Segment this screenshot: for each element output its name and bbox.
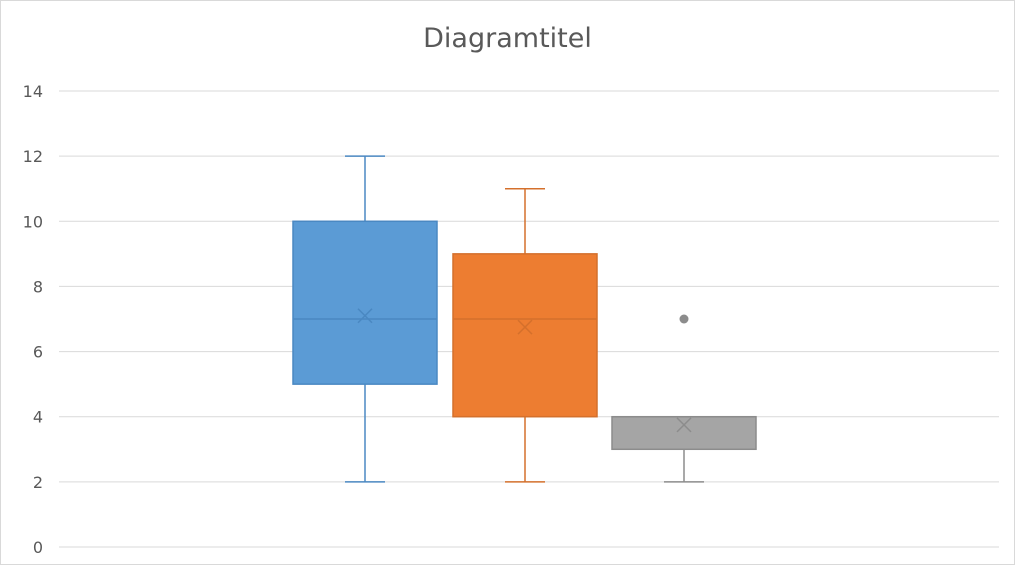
box-series-2: [452, 187, 598, 483]
iqr-box: [611, 415, 757, 451]
y-tick-label-12: 12: [23, 147, 43, 166]
mean-marker-b: [357, 308, 373, 324]
y-tick-label-2: 2: [33, 473, 43, 492]
y-tick-label-8: 8: [33, 277, 43, 296]
y-tick-label-4: 4: [33, 408, 43, 427]
y-axis-tick-labels: 0 2 4 6 8 10 12 14: [23, 82, 43, 557]
chart-title: Diagramtitel: [423, 23, 592, 54]
y-tick-label-0: 0: [33, 538, 43, 557]
y-tick-label-14: 14: [23, 82, 43, 101]
box-series-3: [611, 314, 757, 483]
y-tick-label-10: 10: [23, 212, 43, 231]
y-tick-label-6: 6: [33, 343, 43, 362]
outlier-point-1: [679, 314, 689, 324]
mean-marker-b: [517, 319, 533, 335]
iqr-box: [292, 220, 438, 385]
mean-marker-b: [676, 417, 692, 433]
box-series-1: [292, 155, 438, 483]
box-plots: [292, 155, 757, 483]
iqr-box: [452, 253, 598, 418]
